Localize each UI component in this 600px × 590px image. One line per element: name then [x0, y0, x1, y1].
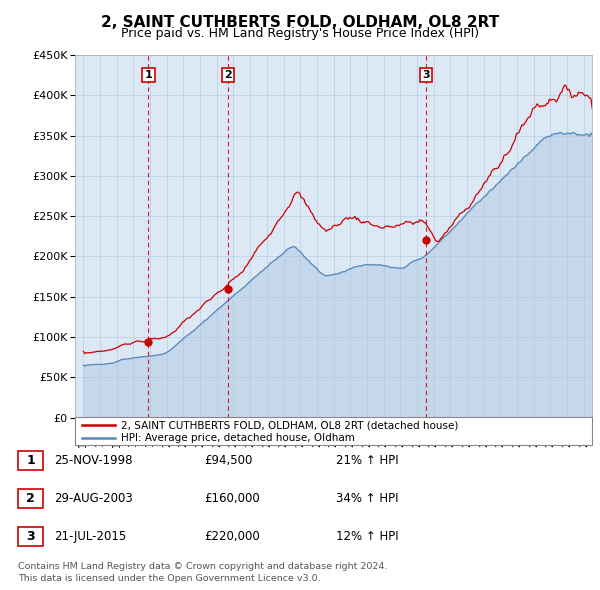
Text: 1: 1 — [26, 454, 35, 467]
Text: £94,500: £94,500 — [204, 454, 253, 467]
Text: 2: 2 — [26, 492, 35, 505]
Text: HPI: Average price, detached house, Oldham: HPI: Average price, detached house, Oldh… — [121, 434, 355, 443]
Text: 21% ↑ HPI: 21% ↑ HPI — [336, 454, 398, 467]
Text: 3: 3 — [422, 70, 430, 80]
Text: 1: 1 — [145, 70, 152, 80]
Text: 34% ↑ HPI: 34% ↑ HPI — [336, 492, 398, 505]
Text: 12% ↑ HPI: 12% ↑ HPI — [336, 530, 398, 543]
Text: 21-JUL-2015: 21-JUL-2015 — [54, 530, 126, 543]
Text: Contains HM Land Registry data © Crown copyright and database right 2024.
This d: Contains HM Land Registry data © Crown c… — [18, 562, 388, 583]
Text: 29-AUG-2003: 29-AUG-2003 — [54, 492, 133, 505]
Text: 25-NOV-1998: 25-NOV-1998 — [54, 454, 133, 467]
Text: 2: 2 — [224, 70, 232, 80]
Text: 2, SAINT CUTHBERTS FOLD, OLDHAM, OL8 2RT (detached house): 2, SAINT CUTHBERTS FOLD, OLDHAM, OL8 2RT… — [121, 420, 458, 430]
Text: Price paid vs. HM Land Registry's House Price Index (HPI): Price paid vs. HM Land Registry's House … — [121, 27, 479, 40]
Text: £220,000: £220,000 — [204, 530, 260, 543]
Text: 3: 3 — [26, 530, 35, 543]
Text: 2, SAINT CUTHBERTS FOLD, OLDHAM, OL8 2RT: 2, SAINT CUTHBERTS FOLD, OLDHAM, OL8 2RT — [101, 15, 499, 30]
Text: £160,000: £160,000 — [204, 492, 260, 505]
